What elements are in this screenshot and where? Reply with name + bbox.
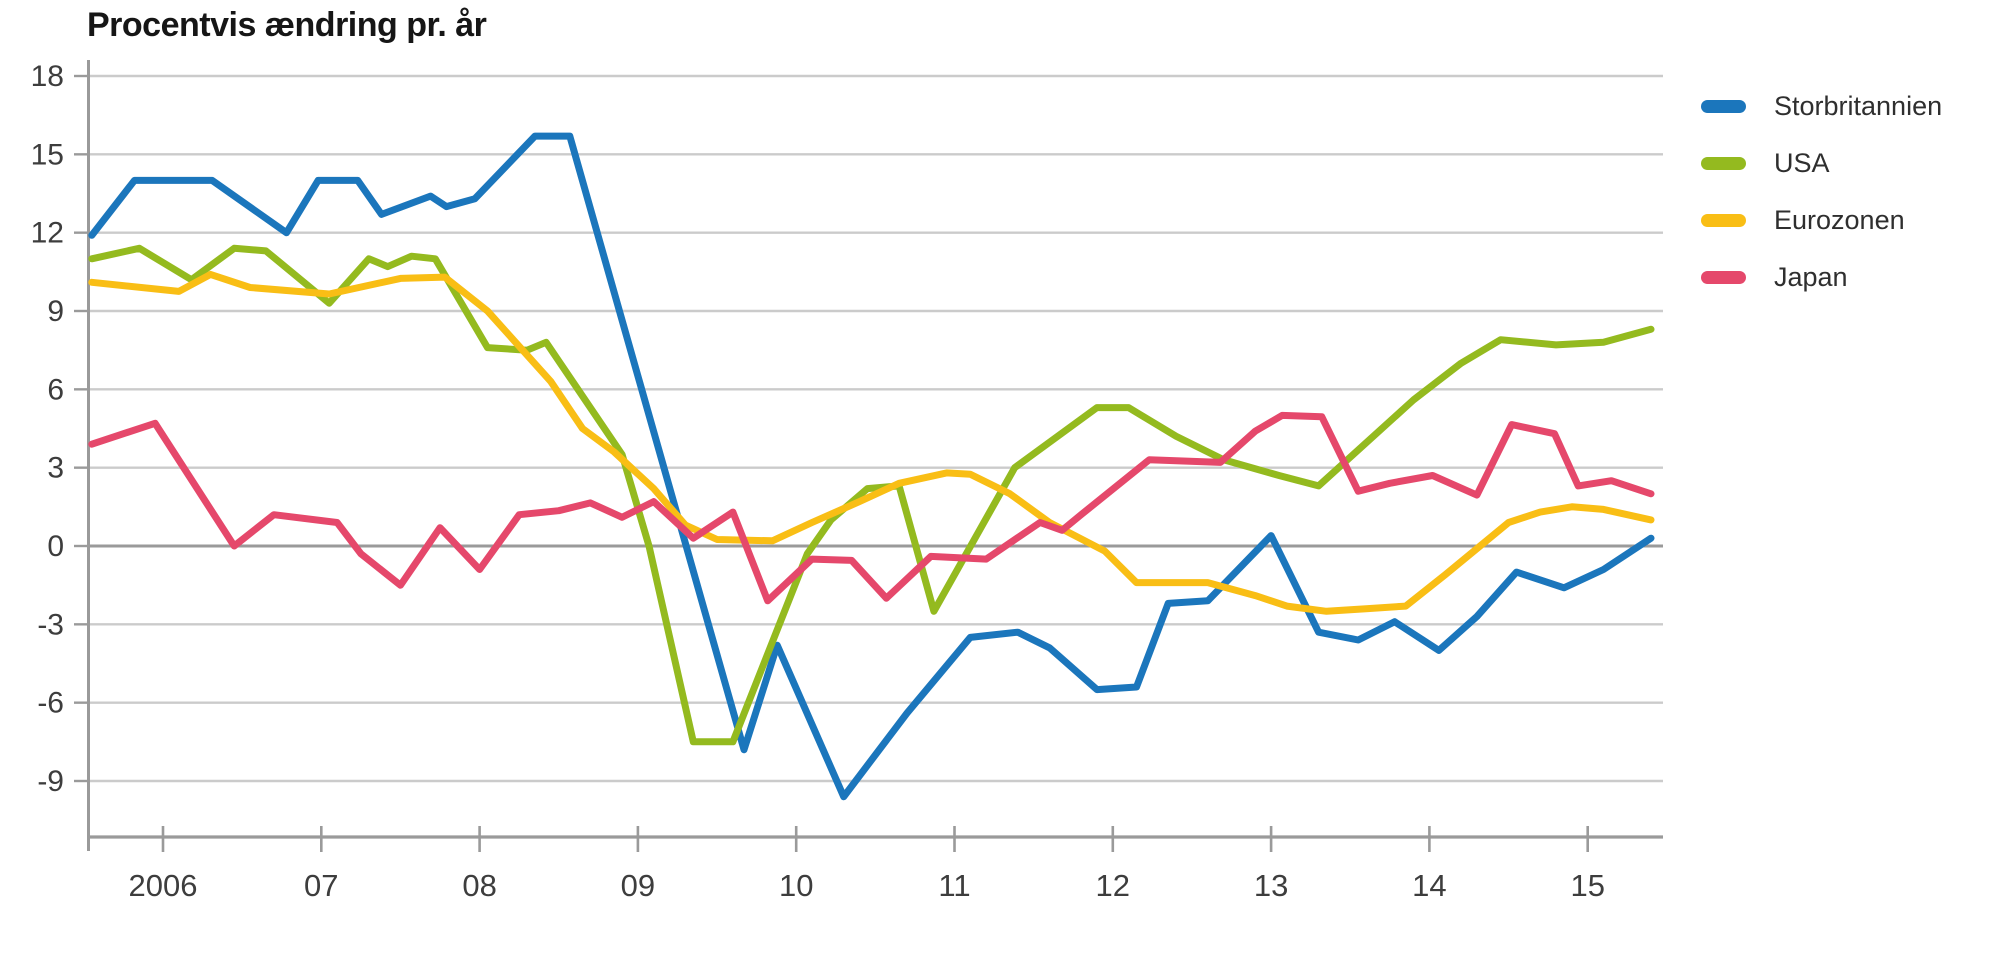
legend-item-storbritannien: Storbritannien [1701, 78, 1942, 135]
series-line-japan [88, 411, 1655, 605]
x-tick-label: 10 [779, 868, 813, 903]
x-tick-label: 08 [462, 868, 496, 903]
series-line-eurozonen [88, 270, 1655, 615]
y-tick-label: 18 [31, 60, 64, 93]
x-tick-label: 07 [304, 868, 338, 903]
legend-label: Eurozonen [1774, 205, 1905, 235]
y-tick-label: 6 [47, 373, 64, 406]
legend-swatch-icon [1701, 100, 1746, 113]
legend-swatch-icon [1701, 214, 1746, 227]
legend-swatch-icon [1701, 271, 1746, 284]
legend: Storbritannien USA Eurozonen Japan [1701, 78, 1942, 306]
y-tick-label: -9 [37, 765, 64, 798]
y-tick-label: 9 [47, 295, 64, 328]
x-tick-label: 15 [1570, 868, 1604, 903]
legend-label: USA [1774, 148, 1830, 178]
legend-item-usa: USA [1701, 135, 1942, 192]
series-line-usa [88, 244, 1655, 746]
y-tick-label: 0 [47, 530, 64, 563]
y-tick-label: -6 [37, 687, 64, 720]
series-line-storbritannien [88, 132, 1655, 801]
y-tick-label: 3 [47, 452, 64, 485]
legend-label: Storbritannien [1774, 91, 1943, 121]
legend-label: Japan [1774, 262, 1848, 292]
chart-title: Procentvis ændring pr. år [87, 6, 487, 44]
x-tick-label: 09 [621, 868, 655, 903]
legend-swatch-icon [1701, 157, 1746, 170]
legend-item-eurozonen: Eurozonen [1701, 192, 1942, 249]
y-tick-label: 12 [31, 217, 64, 250]
x-tick-label: 14 [1412, 868, 1446, 903]
y-tick-label: 15 [31, 138, 64, 171]
x-tick-label: 11 [938, 868, 970, 903]
legend-item-japan: Japan [1701, 249, 1942, 306]
y-tick-label: -3 [37, 608, 64, 641]
x-tick-label: 12 [1096, 868, 1130, 903]
x-tick-label: 13 [1254, 868, 1288, 903]
x-tick-label: 2006 [129, 868, 198, 903]
